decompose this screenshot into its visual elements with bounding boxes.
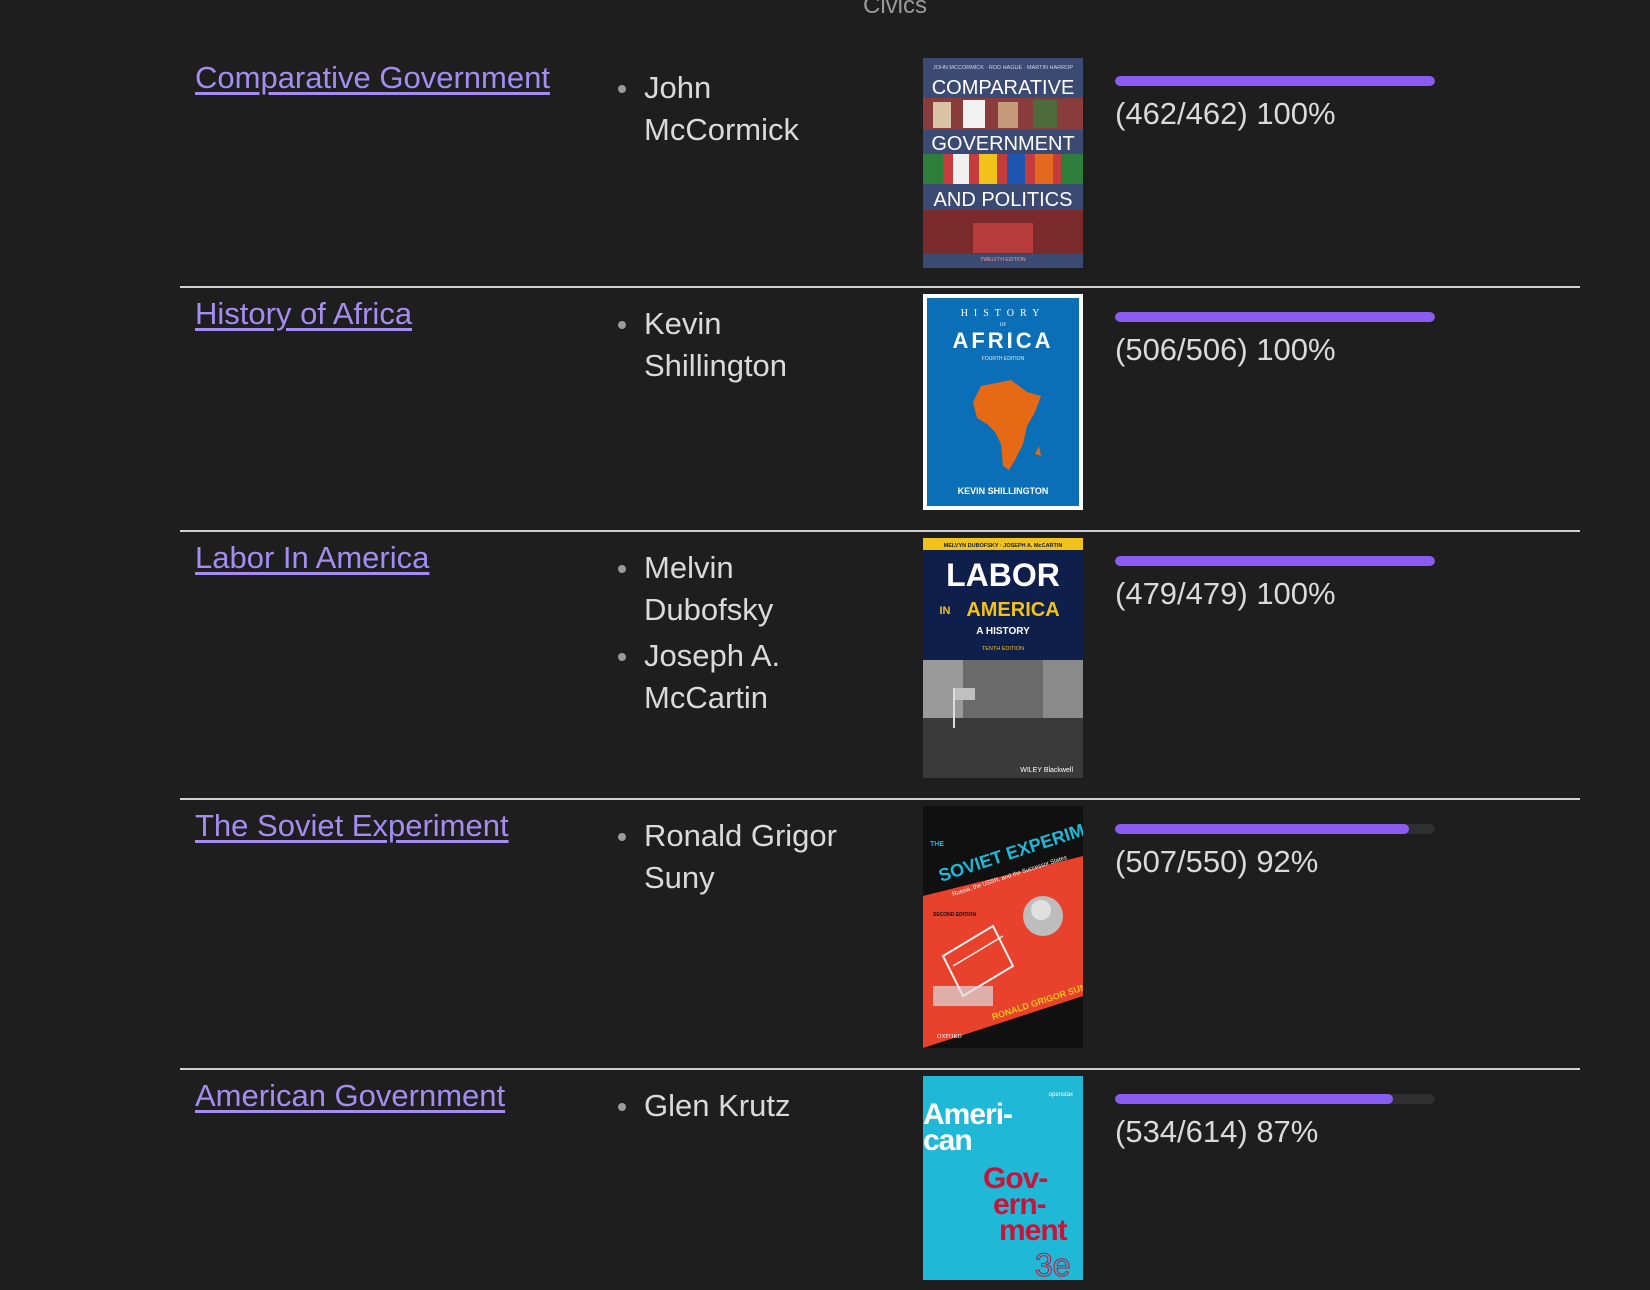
progress-text: (462/462) 100% — [1115, 96, 1336, 131]
cover-publisher: OXFORD — [937, 1034, 962, 1040]
cover-line: Gov- — [983, 1162, 1047, 1195]
cover-edition: SECOND EDITION — [933, 912, 976, 918]
book-cover[interactable]: THE SOVIET EXPERIMENT Russia, the USSR, … — [923, 806, 1083, 1048]
progress-fill — [1115, 76, 1435, 86]
cover-line: GOVERNMENT — [931, 133, 1074, 155]
table-row: History of Africa Kevin Shillington HIST… — [180, 288, 1580, 532]
book-title-link[interactable]: History of Africa — [195, 296, 413, 331]
cover-top-text: MELVYN DUBOFSKY · JOSEPH A. McCARTIN — [944, 543, 1063, 549]
cover-of-text: OF — [1000, 323, 1007, 328]
cover-top-text: HISTORY — [961, 308, 1046, 319]
table-caption: Civics — [863, 0, 927, 19]
cover-publisher: openstax — [1049, 1092, 1073, 1098]
cover-line: Ameri- — [923, 1098, 1012, 1131]
progress-bar — [1115, 1094, 1435, 1104]
cover-edition: FOURTH EDITION — [982, 356, 1025, 362]
book-title-link[interactable]: The Soviet Experiment — [195, 808, 509, 843]
book-cover[interactable]: JOHN MCCORMICK · ROD HAGUE · MARTIN HARR… — [923, 58, 1083, 268]
cover-title: AMERICA — [966, 599, 1059, 621]
author-name: Joseph A. McCartin — [618, 635, 868, 719]
cover-line: ern- — [993, 1188, 1046, 1221]
table-row: Comparative Government John McCormick JO… — [180, 52, 1580, 288]
cover-line: can — [923, 1124, 972, 1157]
author-list: John McCormick — [618, 67, 868, 155]
cover-title: LABOR — [946, 557, 1060, 593]
progress-text: (506/506) 100% — [1115, 332, 1336, 367]
progress-fill — [1115, 1094, 1394, 1104]
progress-bar — [1115, 76, 1435, 86]
table-row: The Soviet Experiment Ronald Grigor Suny… — [180, 800, 1580, 1070]
progress-fill — [1115, 824, 1410, 834]
author-list: Kevin Shillington — [618, 303, 868, 391]
row-divider — [180, 798, 1580, 800]
table-row: American Government Glen Krutz openstax … — [180, 1070, 1580, 1290]
book-table: Comparative Government John McCormick JO… — [180, 52, 1580, 1290]
cover-line: 3e — [1035, 1247, 1071, 1280]
cover-line: COMPARATIVE — [932, 77, 1075, 99]
cover-line: ment — [999, 1214, 1068, 1247]
author-name: John McCormick — [618, 67, 868, 151]
cover-line: AND POLITICS — [934, 189, 1073, 211]
author-name: Glen Krutz — [618, 1085, 868, 1127]
table-row: Labor In America Melvin Dubofsky Joseph … — [180, 532, 1580, 800]
row-divider — [180, 530, 1580, 532]
book-cover[interactable]: openstax Ameri- can Gov- ern- ment 3e — [923, 1076, 1083, 1280]
row-divider — [180, 286, 1580, 288]
cover-author: KEVIN SHILLINGTON — [958, 486, 1049, 496]
cover-top-text: JOHN MCCORMICK · ROD HAGUE · MARTIN HARR… — [933, 65, 1073, 71]
author-name: Kevin Shillington — [618, 303, 868, 387]
progress-fill — [1115, 312, 1435, 322]
author-list: Ronald Grigor Suny — [618, 815, 868, 903]
author-list: Glen Krutz — [618, 1085, 868, 1131]
cover-bottom-text: TWELFTH EDITION — [980, 257, 1026, 263]
progress-text: (479/479) 100% — [1115, 576, 1336, 611]
cover-edition: TENTH EDITION — [982, 646, 1024, 652]
progress-text: (534/614) 87% — [1115, 1114, 1319, 1149]
cover-publisher: WILEY Blackwell — [1020, 767, 1073, 774]
book-title-link[interactable]: American Government — [195, 1078, 506, 1113]
cover-the-text: THE — [930, 841, 944, 848]
book-title-link[interactable]: Comparative Government — [195, 60, 550, 95]
cover-subtitle: A HISTORY — [976, 626, 1030, 637]
author-name: Ronald Grigor Suny — [618, 815, 868, 899]
progress-bar — [1115, 312, 1435, 322]
progress-text: (507/550) 92% — [1115, 844, 1319, 879]
book-cover[interactable]: MELVYN DUBOFSKY · JOSEPH A. McCARTIN LAB… — [923, 538, 1083, 778]
book-title-link[interactable]: Labor In America — [195, 540, 430, 575]
row-divider — [180, 1068, 1580, 1070]
cover-in-text: IN — [940, 605, 951, 617]
progress-bar — [1115, 824, 1435, 834]
progress-fill — [1115, 556, 1435, 566]
author-name: Melvin Dubofsky — [618, 547, 868, 631]
progress-bar — [1115, 556, 1435, 566]
cover-title: AFRICA — [952, 328, 1053, 353]
author-list: Melvin Dubofsky Joseph A. McCartin — [618, 547, 868, 723]
book-cover[interactable]: HISTORY OF AFRICA FOURTH EDITION KEVIN S… — [923, 294, 1083, 510]
